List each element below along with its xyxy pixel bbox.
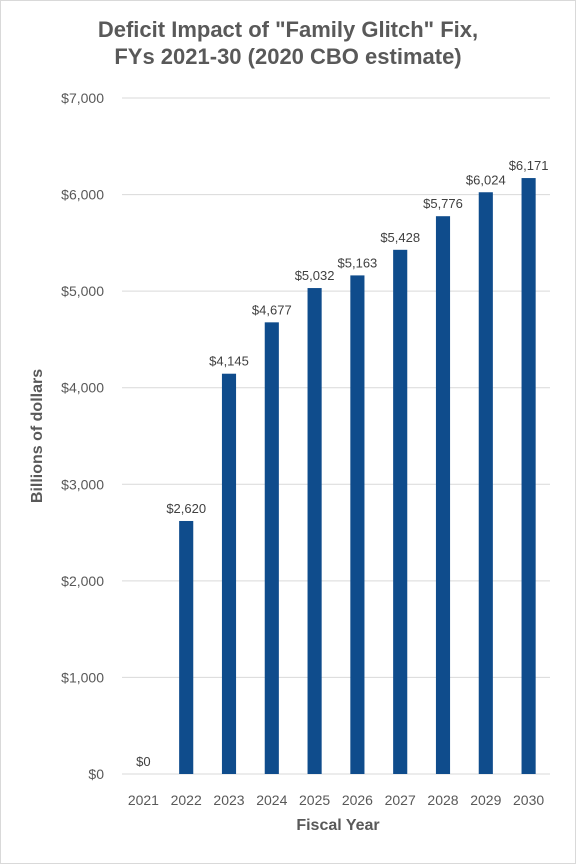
- bar-2029: [478, 192, 493, 774]
- bar-2028: [435, 216, 451, 774]
- x-tick-label-2028: 2028: [427, 792, 458, 808]
- x-tick-label-2022: 2022: [171, 792, 202, 808]
- x-tick-label-2024: 2024: [256, 792, 287, 808]
- bar-2025: [307, 288, 322, 774]
- chart-title-line-1: Deficit Impact of "Family Glitch" Fix,: [97, 17, 479, 42]
- gridlines: [122, 97, 550, 775]
- x-tick-label-2027: 2027: [385, 792, 416, 808]
- data-label-2022: $2,620: [166, 501, 206, 516]
- bar-2027: [393, 249, 408, 774]
- bar-2024: [264, 322, 279, 774]
- y-tick-label: $4,000: [61, 380, 104, 396]
- y-axis-title: Billions of dollars: [29, 369, 46, 503]
- data-label-2030: $6,171: [509, 158, 549, 173]
- y-tick-label: $3,000: [61, 476, 104, 492]
- chart-title: Deficit Impact of "Family Glitch" Fix, F…: [0, 16, 576, 70]
- chart-title-line-2: FYs 2021-30 (2020 CBO estimate): [114, 44, 462, 69]
- x-axis-title: Fiscal Year: [296, 817, 379, 834]
- data-label-2023: $4,145: [209, 354, 249, 369]
- data-label-2025: $5,032: [295, 268, 335, 283]
- data-label-2028: $5,776: [423, 196, 463, 211]
- x-tick-label-2021: 2021: [128, 792, 159, 808]
- y-tick-label: $0: [88, 766, 104, 782]
- bar-2026: [350, 275, 365, 774]
- x-axis-tick-labels: 2021 2022 2023 2024 2025 2026 2027 2028 2029 2030: [128, 792, 545, 808]
- y-tick-label: $6,000: [61, 187, 104, 203]
- x-tick-label-2030: 2030: [513, 792, 544, 808]
- x-tick-label-2026: 2026: [342, 792, 373, 808]
- data-label-2027: $5,428: [380, 230, 420, 245]
- y-tick-label: $7,000: [61, 90, 104, 106]
- y-tick-label: $5,000: [61, 283, 104, 299]
- data-label-2029: $6,024: [466, 172, 506, 187]
- x-tick-label-2025: 2025: [299, 792, 330, 808]
- x-tick-label-2023: 2023: [213, 792, 244, 808]
- x-tick-label-2029: 2029: [470, 792, 501, 808]
- data-labels: $0 $2,620 $4,145 $4,677 $5,032$5,163$5,428 $5…: [136, 158, 548, 769]
- bar-2023: [221, 373, 237, 774]
- y-axis-tick-labels: $0 $1,000 $2,000 $3,000 $4,000 $5,000 $6,000 $7…: [61, 90, 104, 782]
- bar-2030: [521, 178, 536, 774]
- y-tick-label: $2,000: [61, 573, 104, 589]
- data-label-2026: $5,163: [338, 255, 378, 270]
- y-tick-label: $1,000: [61, 669, 104, 685]
- data-label-2021: $0: [136, 754, 150, 769]
- data-label-2024: $4,677: [252, 302, 292, 317]
- bars: [179, 178, 536, 774]
- bar-2022: [179, 520, 194, 774]
